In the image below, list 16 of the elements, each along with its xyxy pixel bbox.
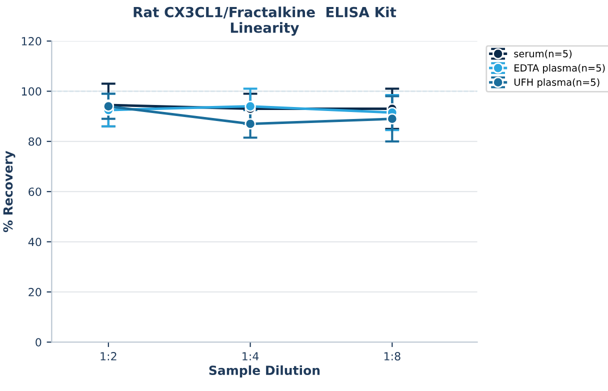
y-tick-label: 20 bbox=[28, 288, 42, 296]
y-tick-label: 120 bbox=[22, 37, 42, 46]
y-tick-label: 0 bbox=[36, 338, 42, 347]
legend-label: UFH plasma(n=5) bbox=[514, 78, 600, 88]
x-tick-label: 1:2 bbox=[100, 352, 116, 360]
y-tick-label: 40 bbox=[28, 238, 42, 246]
y-tick-label: 100 bbox=[22, 87, 42, 96]
y-tick-label: 80 bbox=[28, 137, 42, 146]
x-tick-label: 1:8 bbox=[384, 352, 400, 360]
y-axis-title: % Recovery bbox=[3, 150, 16, 232]
chart-title: Rat CX3CL1/Fractalkine ELISA Kit Linearity bbox=[134, 6, 396, 36]
x-tick-label: 1:4 bbox=[242, 352, 259, 360]
legend-label: serum(n=5) bbox=[514, 50, 572, 58]
y-tick-label: 60 bbox=[28, 188, 42, 196]
legend-label: EDTA plasma(n=5) bbox=[514, 64, 605, 74]
x-axis-title: Sample Dilution bbox=[209, 365, 320, 378]
